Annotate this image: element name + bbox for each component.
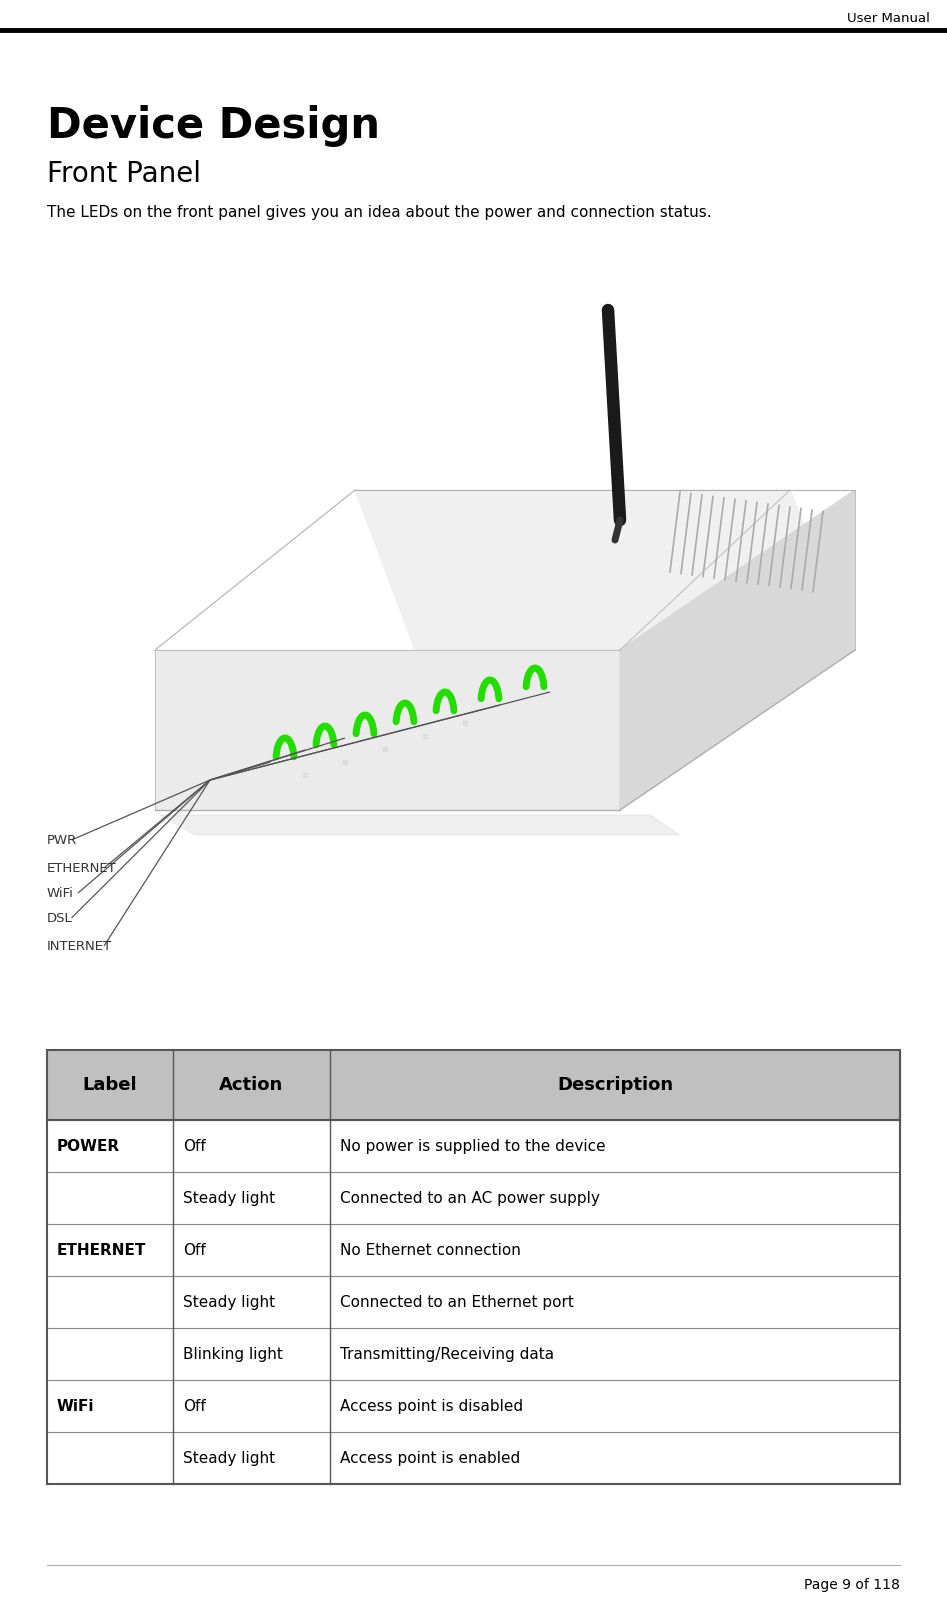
Text: Transmitting/Receiving data: Transmitting/Receiving data — [340, 1346, 554, 1361]
Text: PWR: PWR — [47, 834, 78, 847]
Text: User Manual: User Manual — [848, 11, 930, 24]
Text: Off: Off — [183, 1242, 205, 1257]
Text: Off: Off — [183, 1399, 205, 1414]
Bar — [47, 1172, 900, 1225]
Polygon shape — [160, 815, 680, 836]
Bar — [47, 1050, 900, 1121]
Text: Action: Action — [220, 1076, 283, 1093]
Text: Steady light: Steady light — [183, 1191, 276, 1206]
Bar — [47, 1276, 900, 1327]
Text: No power is supplied to the device: No power is supplied to the device — [340, 1138, 606, 1153]
Text: WiFi: WiFi — [57, 1399, 95, 1414]
Text: Connected to an Ethernet port: Connected to an Ethernet port — [340, 1295, 574, 1310]
Text: Description: Description — [557, 1076, 673, 1093]
Text: Label: Label — [82, 1076, 137, 1093]
Polygon shape — [620, 490, 855, 810]
Text: INTERNET: INTERNET — [47, 940, 112, 953]
Text: Connected to an AC power supply: Connected to an AC power supply — [340, 1191, 599, 1206]
Text: WiFi: WiFi — [47, 887, 74, 900]
Bar — [47, 1327, 900, 1380]
Bar — [47, 1050, 900, 1484]
Text: Access point is disabled: Access point is disabled — [340, 1399, 523, 1414]
Polygon shape — [355, 490, 855, 650]
Text: ETHERNET: ETHERNET — [57, 1242, 147, 1257]
Text: POWER: POWER — [57, 1138, 120, 1153]
Text: Steady light: Steady light — [183, 1295, 276, 1310]
Text: Access point is enabled: Access point is enabled — [340, 1451, 520, 1465]
Text: No Ethernet connection: No Ethernet connection — [340, 1242, 521, 1257]
Polygon shape — [155, 650, 620, 810]
Text: Front Panel: Front Panel — [47, 160, 201, 187]
Text: Device Design: Device Design — [47, 106, 380, 147]
Text: ETHERNET: ETHERNET — [47, 861, 116, 874]
Text: Blinking light: Blinking light — [183, 1346, 283, 1361]
Text: Page 9 of 118: Page 9 of 118 — [804, 1579, 900, 1591]
Text: Steady light: Steady light — [183, 1451, 276, 1465]
Bar — [47, 1380, 900, 1431]
Bar — [47, 1121, 900, 1172]
Bar — [47, 1431, 900, 1484]
Bar — [47, 1225, 900, 1276]
Text: The LEDs on the front panel gives you an idea about the power and connection sta: The LEDs on the front panel gives you an… — [47, 205, 711, 219]
Text: Off: Off — [183, 1138, 205, 1153]
Text: DSL: DSL — [47, 911, 73, 924]
